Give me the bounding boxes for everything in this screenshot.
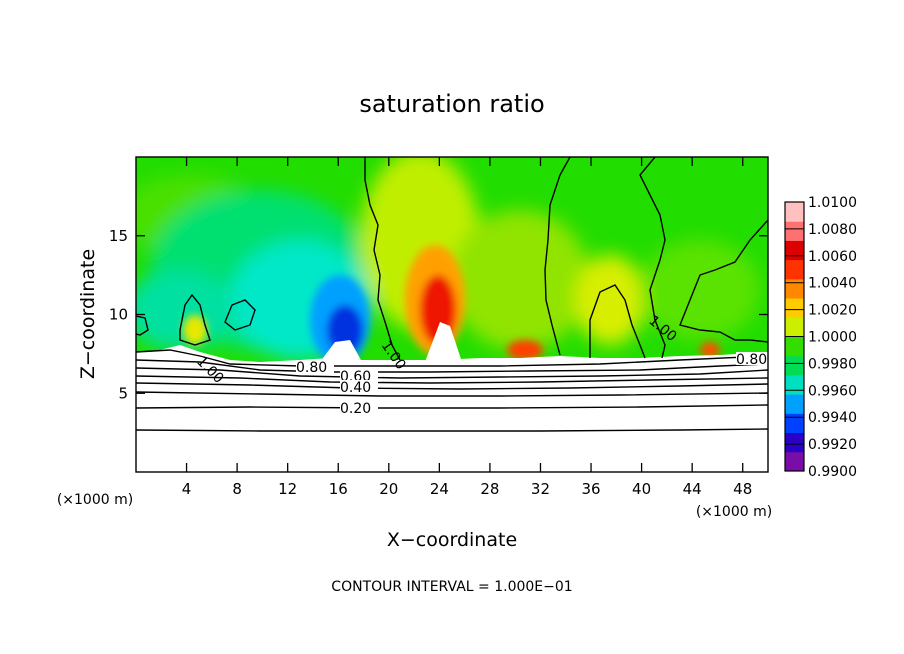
contour-lines bbox=[136, 157, 768, 432]
contour-label-8: 0.20 bbox=[340, 401, 371, 417]
x-axis-ticks: 4 8 12 16 20 24 28 32 36 40 44 48 bbox=[182, 157, 752, 498]
contour-line-0p70 bbox=[136, 359, 768, 373]
field-teal-low-left bbox=[136, 270, 235, 350]
contour-line-0p20 bbox=[136, 404, 768, 409]
colorbar-label: 1.0080 bbox=[808, 222, 857, 238]
x-axis-unit: (×1000 m) bbox=[696, 504, 772, 520]
x-tick-label: 40 bbox=[632, 480, 651, 498]
x-tick-label: 16 bbox=[329, 480, 348, 498]
colorbar-swatch bbox=[785, 355, 804, 376]
x-tick-label: 4 bbox=[182, 480, 192, 498]
field-red-small-45 bbox=[700, 342, 720, 358]
colorbar-swatch bbox=[785, 336, 804, 357]
contour-line-1p00-e bbox=[589, 284, 646, 359]
colorbar-swatch bbox=[785, 432, 804, 453]
contour-interval-note: CONTOUR INTERVAL = 1.000E−01 bbox=[331, 579, 572, 595]
colorbar-swatch bbox=[785, 374, 804, 395]
saturation-field bbox=[136, 157, 768, 472]
contour-line-1p00-h bbox=[136, 315, 149, 336]
colorbar-label: 0.9960 bbox=[808, 383, 857, 399]
y-axis-label: Z−coordinate bbox=[77, 249, 99, 379]
field-yellow-right bbox=[575, 255, 645, 345]
colorbar-label: 1.0100 bbox=[808, 195, 857, 211]
contour-line-1p00-b bbox=[544, 157, 571, 356]
x-tick-label: 24 bbox=[430, 480, 449, 498]
contour-line-1p00-g bbox=[179, 293, 211, 346]
contour-label-7: 0.40 bbox=[340, 380, 371, 396]
x-tick-label: 12 bbox=[278, 480, 297, 498]
contour-line-1p00-c bbox=[639, 157, 666, 359]
colorbar-label: 1.0000 bbox=[808, 330, 857, 346]
white-peak-16km bbox=[320, 340, 362, 362]
colorbar-swatch bbox=[785, 221, 804, 241]
contour-line-0p50 bbox=[136, 375, 768, 384]
y-tick-label: 15 bbox=[109, 227, 128, 245]
plot-area: 1.00 1.00 1.00 0.80 0.80 0.60 0.40 0.20 bbox=[136, 157, 768, 472]
contour-line-1p00-d bbox=[679, 219, 768, 343]
contour-line-0p60 bbox=[136, 367, 768, 379]
x-tick-label: 28 bbox=[480, 480, 499, 498]
colorbar-swatch bbox=[785, 259, 804, 280]
contour-line-0p10 bbox=[136, 428, 768, 432]
y-tick-label: 10 bbox=[109, 306, 128, 324]
contour-line-1p00-a bbox=[364, 157, 401, 361]
contour-label-5: 0.80 bbox=[736, 352, 767, 368]
field-yellowgreen-right bbox=[450, 210, 590, 350]
colorbar-swatch bbox=[785, 413, 804, 434]
x-tick-label: 44 bbox=[683, 480, 702, 498]
colorbar-label: 0.9920 bbox=[808, 437, 857, 453]
white-peak-24km bbox=[425, 322, 462, 362]
colorbar-label: 0.9940 bbox=[808, 410, 857, 426]
colorbar-swatch bbox=[785, 298, 804, 318]
field-green-right bbox=[640, 240, 760, 340]
field-red-small-30 bbox=[507, 340, 543, 360]
colorbar: 1.0100 1.0080 1.0060 1.0040 1.0020 1.0000 0.99… bbox=[784, 195, 857, 480]
colorbar-label: 1.0020 bbox=[808, 303, 857, 319]
colorbar-label: 1.0040 bbox=[808, 276, 857, 292]
contour-line-0p40 bbox=[136, 382, 768, 390]
y-axis-ticks: 5 10 15 bbox=[109, 227, 768, 402]
x-axis-label: X−coordinate bbox=[387, 529, 517, 551]
colorbar-swatch bbox=[785, 317, 804, 337]
contour-line-1p00-f bbox=[224, 299, 256, 331]
contour-label-4: 0.80 bbox=[296, 360, 327, 376]
contour-line-0p80 bbox=[136, 349, 768, 367]
x-tick-label: 32 bbox=[531, 480, 550, 498]
x-tick-label: 8 bbox=[232, 480, 242, 498]
colorbar-swatch bbox=[785, 394, 804, 414]
colorbar-label: 1.0060 bbox=[808, 249, 857, 265]
x-tick-label: 48 bbox=[733, 480, 752, 498]
chart-title: saturation ratio bbox=[359, 90, 544, 118]
colorbar-swatch bbox=[785, 451, 804, 472]
colorbar-label: 0.9980 bbox=[808, 356, 857, 372]
y-tick-label: 5 bbox=[118, 384, 128, 402]
x-tick-label: 36 bbox=[581, 480, 600, 498]
colorbar-swatch bbox=[785, 202, 804, 222]
x-tick-label: 20 bbox=[379, 480, 398, 498]
colorbar-label: 0.9900 bbox=[808, 464, 857, 480]
colorbar-swatch bbox=[785, 278, 804, 299]
colorbar-swatch bbox=[785, 240, 804, 261]
z-axis-unit: (×1000 m) bbox=[57, 492, 133, 508]
contour-line-0p30 bbox=[136, 391, 768, 397]
field-yellow-left bbox=[183, 315, 207, 345]
